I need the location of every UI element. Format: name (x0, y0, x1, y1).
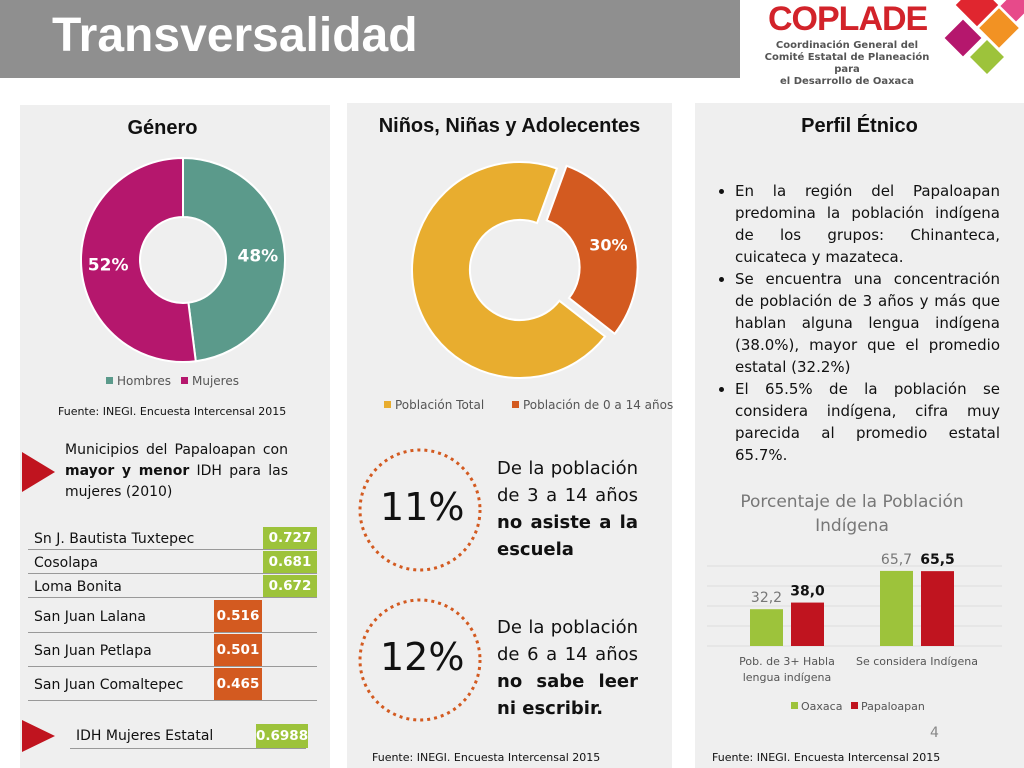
bullet: Se encuentra una concentración de poblac… (735, 268, 1000, 378)
state-name: IDH Mujeres Estatal (76, 728, 214, 744)
row-value: 0.727 (263, 527, 317, 549)
data-label: 32,2 (751, 590, 782, 606)
chart-title: Género (127, 117, 198, 139)
legend-label: Oaxaca (801, 700, 842, 713)
x-tick-label: Pob. de 3+ Habla lengua indígena (739, 655, 835, 684)
legend-swatch (106, 377, 113, 384)
slice (545, 164, 639, 336)
text: De la población de 3 a 14 años (497, 458, 638, 506)
data-label: 52% (88, 256, 129, 276)
row-value: 0.681 (263, 551, 317, 573)
legend-label: Hombres (117, 374, 171, 388)
table-row (28, 575, 317, 598)
chart-title: Niños, Niñas y Adolecentes (378, 115, 641, 137)
data-label: 38,0 (790, 584, 825, 600)
table-row (28, 634, 317, 667)
legend-swatch (851, 702, 858, 709)
source: Fuente: INEGI. Encuesta Intercensal 2015 (712, 751, 941, 764)
legend-label: Población de 0 a 14 años (523, 398, 673, 412)
data-label: 48% (238, 246, 279, 266)
page-number: 4 (930, 725, 939, 741)
row-value: 0.465 (214, 668, 262, 700)
fact-circle (358, 448, 482, 572)
text: no sabe leer ni escribir. (497, 671, 638, 719)
slice (80, 156, 197, 363)
idh-intro: Municipios del Papaloapan con mayor y me… (65, 440, 288, 503)
row-name: Loma Bonita (34, 579, 122, 595)
row-name: San Juan Petlapa (34, 643, 152, 659)
logo-icon (944, 0, 1024, 74)
fact-value: 12% (380, 635, 465, 679)
legend-swatch (181, 377, 188, 384)
row-value: 0.672 (263, 575, 317, 597)
text: Municipios del Papaloapan con (65, 442, 288, 458)
logo: COPLADE (768, 0, 928, 38)
state-row (70, 724, 306, 749)
text: De la población de 6 a 14 años (497, 617, 638, 665)
arrow (22, 452, 55, 492)
panel-title: Perfil Étnico (801, 115, 918, 137)
source: Fuente: INEGI. Encuesta Intercensal 2015 (58, 405, 287, 418)
bar (921, 571, 954, 646)
data-label: 65,7 (881, 552, 912, 568)
table-row (28, 600, 317, 633)
bar (791, 602, 824, 646)
row-name: San Juan Lalana (34, 609, 146, 625)
fact-text: De la población de 6 a 14 años no sabe l… (497, 614, 638, 722)
data-label: 65,5 (920, 552, 955, 568)
logo-line: el Desarrollo de Oaxaca (780, 76, 914, 87)
text: IDH para las mujeres (2010) (65, 463, 288, 500)
row-name: Cosolapa (34, 555, 99, 571)
text: mayor y menor (65, 463, 190, 479)
bullet-list: En la región del Papaloapan predomina la… (713, 180, 1000, 466)
legend-swatch (512, 401, 519, 408)
fact-value: 11% (380, 485, 465, 529)
legend-swatch (791, 702, 798, 709)
table-row (28, 551, 317, 574)
legend-label: Población Total (395, 398, 484, 412)
slice (411, 161, 607, 379)
panel (695, 103, 1024, 768)
arrow (22, 720, 55, 752)
logo-line: Comité Estatal de Planeación para (764, 52, 930, 75)
row-value: 0.501 (214, 634, 262, 666)
legend-label: Mujeres (192, 374, 239, 388)
legend-swatch (384, 401, 391, 408)
bullet: El 65.5% de la población se considera in… (735, 378, 1000, 466)
legend-label: Papaloapan (861, 700, 925, 713)
header-bar (0, 0, 740, 78)
state-value: 0.6988 (256, 724, 308, 748)
chart-title: Porcentaje de la Población Indígena (740, 492, 964, 536)
x-tick-label: Se considera Indígena (855, 655, 978, 668)
bar (750, 609, 783, 646)
title: Transversalidad (52, 9, 418, 62)
text: no asiste a la escuela (497, 512, 638, 560)
bullets: En la región del Papaloapan predomina la… (713, 180, 1000, 466)
slice (182, 156, 286, 363)
fact-circle (358, 598, 482, 722)
data-label: 30% (589, 236, 627, 255)
logo-line: Coordinación General del (775, 40, 919, 51)
bullet: En la región del Papaloapan predomina la… (735, 180, 1000, 268)
row-name: Sn J. Bautista Tuxtepec (34, 531, 195, 547)
row-value: 0.516 (214, 600, 262, 632)
fact-text: De la población de 3 a 14 años no asiste… (497, 455, 638, 563)
bar (880, 570, 913, 646)
table-row (28, 527, 317, 550)
logo-subtitle: Coordinación General del Comité Estatal … (752, 40, 942, 88)
row-name: San Juan Comaltepec (34, 677, 184, 693)
table-row (28, 668, 317, 701)
source: Fuente: INEGI. Encuesta Intercensal 2015 (372, 751, 601, 764)
